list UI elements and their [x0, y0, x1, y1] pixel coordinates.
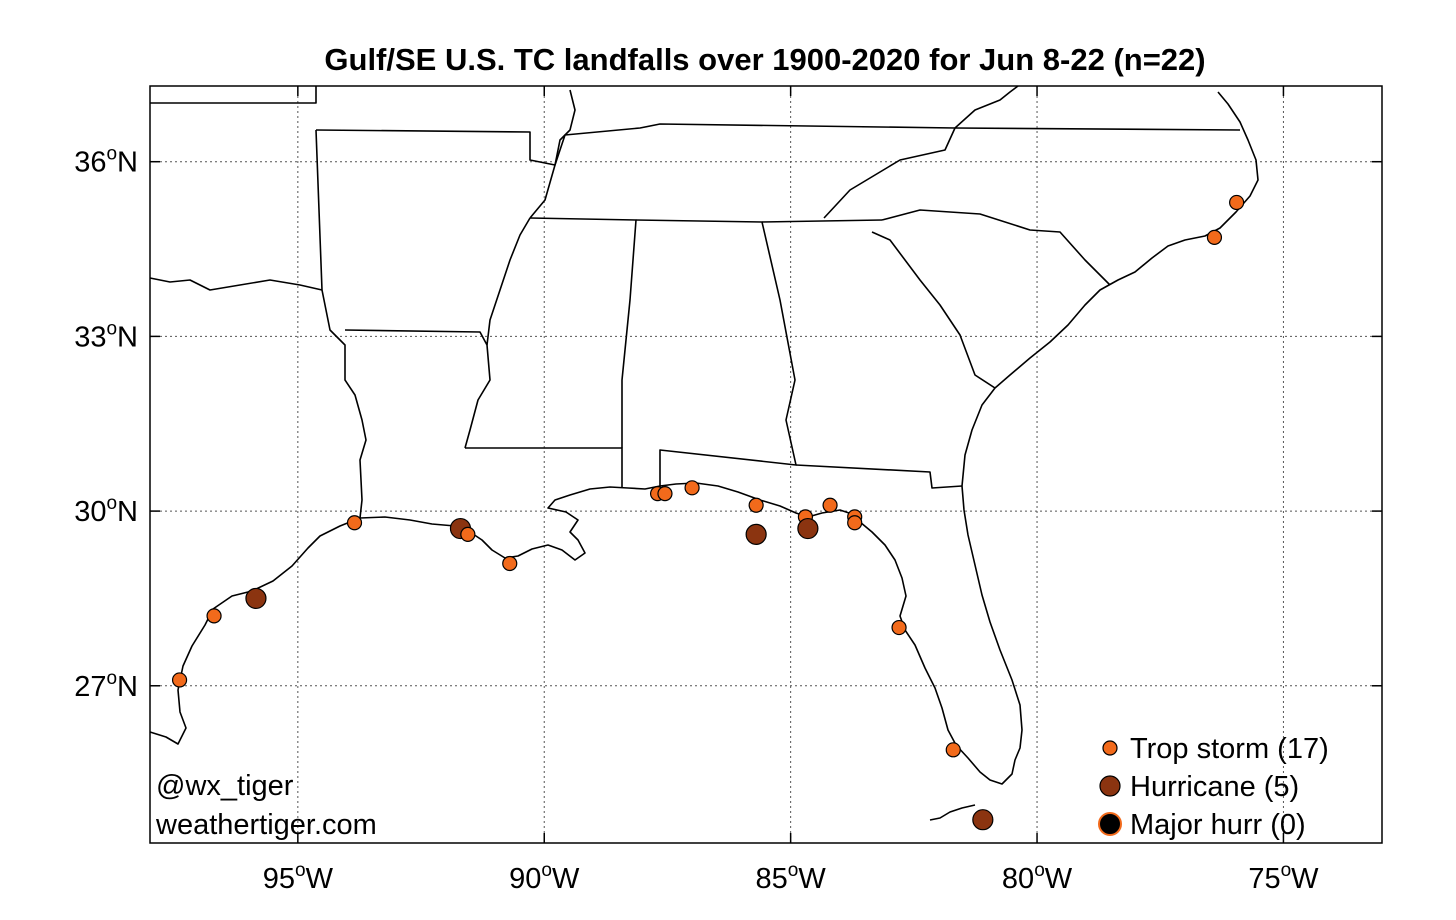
landfall-point-trop-storm [748, 497, 764, 513]
lat-tick-label: 33oN [74, 318, 138, 353]
lon-tick-label: 85oW [756, 860, 827, 895]
plot-frame [149, 85, 1383, 844]
landfall-point-trop-storm [657, 486, 673, 502]
landfall-point-trop-storm [346, 515, 363, 531]
landfall-point-trop-storm [847, 515, 863, 531]
lat-tick-label: 27oN [74, 668, 138, 703]
lon-tick-label: 95oW [263, 860, 334, 895]
landfall-point-trop-storm [822, 497, 838, 513]
landfall-point-trop-storm [171, 672, 188, 688]
landfall-point-trop-storm [460, 526, 476, 542]
credit-site: weathertiger.com [155, 809, 377, 841]
landfall-point-hurricane [797, 517, 819, 540]
landfall-point-trop-storm [502, 555, 518, 572]
lon-tick-label: 75oW [1248, 860, 1319, 895]
landfall-points [171, 194, 1245, 831]
lon-tick-label: 80oW [1002, 860, 1073, 895]
legend-marker-major [1098, 812, 1122, 836]
lat-tick-label: 36oN [74, 144, 138, 179]
lon-tick-label: 90oW [509, 860, 580, 895]
lat-tick-label: 30oN [74, 493, 138, 528]
landfall-point-trop-storm [1229, 194, 1245, 211]
legend-label-hurricane: Hurricane (5) [1130, 771, 1299, 803]
landfall-point-trop-storm [206, 608, 222, 624]
credit-handle: @wx_tiger [156, 770, 294, 802]
landfall-point-hurricane [745, 523, 767, 545]
legend-marker-trop-storm [1102, 740, 1118, 756]
legend-label-major: Major hurr (0) [1130, 809, 1306, 841]
legend: Trop storm (17) Hurricane (5) Major hurr… [1098, 733, 1329, 841]
landfall-point-trop-storm [891, 619, 907, 636]
landfall-point-trop-storm [945, 742, 961, 758]
landfall-point-hurricane [972, 809, 994, 831]
latitude-tick-labels: 36oN 33oN 30oN 27oN [74, 144, 138, 703]
landfall-point-hurricane [245, 587, 267, 610]
legend-marker-hurricane [1099, 775, 1121, 797]
landfall-point-trop-storm [684, 480, 700, 496]
gridlines [150, 86, 1382, 843]
legend-label-trop-storm: Trop storm (17) [1130, 733, 1329, 765]
longitude-tick-labels: 95oW 90oW 85oW 80oW 75oW [263, 860, 1319, 895]
chart-title: Gulf/SE U.S. TC landfalls over 1900-2020… [324, 42, 1206, 77]
landfall-point-trop-storm [1206, 229, 1223, 245]
